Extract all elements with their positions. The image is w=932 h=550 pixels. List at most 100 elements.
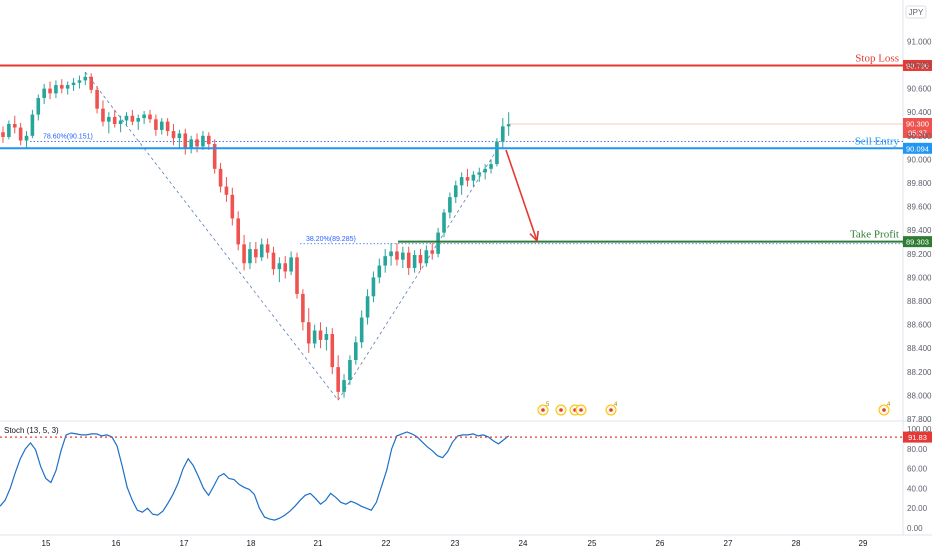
candle-body [212, 144, 217, 169]
candle-body [430, 250, 435, 254]
candle-body [18, 127, 23, 141]
event-marker-count: 5 [546, 402, 550, 408]
price-tick-label: 89.600 [907, 203, 932, 212]
candle-layer [1, 72, 511, 401]
price-tick-label: 88.200 [907, 368, 932, 377]
time-tick-label: 18 [247, 539, 256, 548]
candle-body [248, 249, 252, 264]
candle-body [412, 254, 417, 268]
candle-body [177, 133, 182, 139]
candle [442, 208, 446, 238]
candle [177, 129, 182, 148]
axis-layer: 91.000 90.800 90.600 90.400 90.200 90.000 89.8… [42, 37, 932, 548]
candle [107, 112, 111, 134]
projection-arrow-shaft [505, 149, 538, 242]
candle-body [342, 380, 346, 392]
candle-body [124, 115, 129, 121]
trade-level-label: Sell Entry [855, 135, 900, 147]
candle-body [354, 342, 358, 360]
candle [324, 326, 329, 351]
candle [477, 167, 482, 182]
stoch-tick-label: 20.00 [907, 504, 928, 513]
candle-body [501, 126, 505, 142]
trade-level-label: Take Profit [850, 229, 899, 241]
event-marker-dot [541, 408, 545, 412]
candle [277, 257, 282, 283]
candle [60, 79, 64, 94]
stoch-tag-label: 91.83 [908, 433, 927, 442]
candle-body [201, 135, 205, 147]
event-marker: 4 [605, 402, 618, 416]
fibonacci-layer: 78.60%(90.151) 38.20%(89.285) [30, 71, 903, 401]
candle-body [312, 330, 317, 344]
candle-body [371, 277, 376, 297]
event-marker-count: 4 [887, 402, 891, 408]
candle [165, 118, 170, 136]
event-marker-dot [559, 408, 563, 412]
candle [359, 310, 364, 349]
candle-body [48, 88, 52, 94]
current-price-countdown: 05:37 [908, 129, 927, 138]
candle [453, 180, 458, 204]
price-tag-label: 89.303 [906, 238, 929, 247]
candle-body [506, 124, 511, 127]
candle [501, 118, 505, 148]
candle-body [165, 121, 170, 132]
trade-level-label: Stop Loss [855, 52, 899, 64]
candle [183, 128, 188, 155]
candle [48, 81, 52, 100]
time-tick-label: 28 [792, 539, 801, 548]
time-tick-label: 29 [859, 539, 868, 548]
candle [295, 252, 299, 299]
candle [348, 355, 352, 385]
candle [412, 250, 417, 273]
time-tick-label: 22 [382, 539, 391, 548]
candle [483, 164, 487, 180]
candle [236, 211, 240, 251]
candle [224, 177, 229, 202]
event-marker-count: 4 [614, 402, 618, 408]
candle-body [283, 263, 288, 272]
candle-body [442, 212, 446, 233]
candle [212, 139, 217, 174]
candle [30, 109, 35, 139]
price-tick-label: 89.200 [907, 250, 932, 259]
candle-body [195, 139, 199, 147]
candle [354, 336, 358, 365]
candle [495, 138, 499, 167]
candle-body [12, 124, 17, 128]
stochastic-layer: Stoch (13, 5, 3) 91.83 [0, 426, 932, 521]
candle [154, 114, 158, 136]
candle [265, 238, 270, 259]
candle-body [207, 135, 211, 145]
candle [312, 324, 317, 349]
candle-body [448, 197, 452, 213]
candle [342, 374, 346, 398]
candle-body [295, 257, 299, 294]
candle-body [271, 252, 276, 270]
candle [207, 132, 211, 150]
candle-body [218, 168, 223, 187]
candle [89, 73, 93, 94]
candle [101, 100, 105, 127]
candle-body [183, 133, 188, 148]
candle-body [171, 131, 176, 139]
candle [377, 258, 382, 284]
candle-body [418, 254, 423, 264]
candle-body [483, 168, 487, 173]
fib-trend-line [337, 149, 498, 401]
candle [318, 322, 323, 349]
candle-body [453, 185, 458, 198]
candle [489, 159, 493, 174]
candle-body [89, 76, 93, 90]
candle-body [224, 186, 229, 195]
time-tick-label: 23 [451, 539, 460, 548]
candle-body [359, 317, 364, 343]
candle-body [230, 194, 235, 219]
currency-badge-label: JPY [909, 8, 924, 17]
candle-body [489, 164, 493, 169]
candle-body [471, 174, 476, 181]
candle [383, 249, 387, 273]
candle-body [459, 177, 464, 186]
